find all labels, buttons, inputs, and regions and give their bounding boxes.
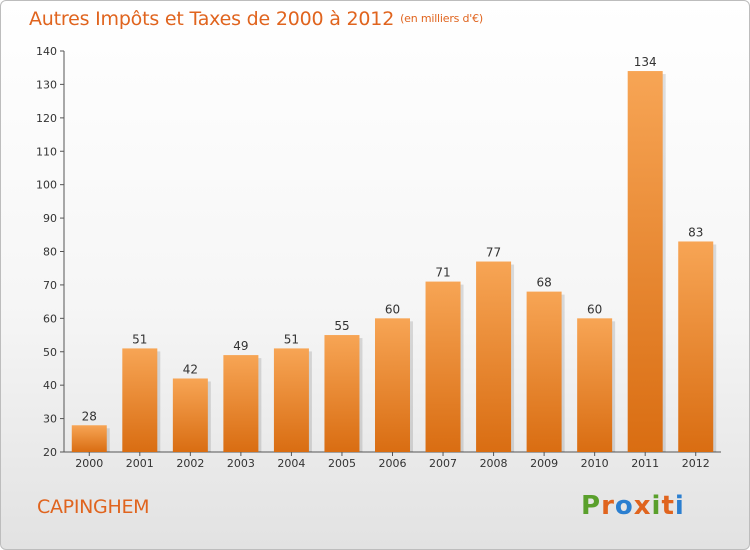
x-tick-label: 2009 bbox=[530, 457, 558, 470]
y-tick-label: 20 bbox=[43, 446, 57, 459]
logo-letter: t bbox=[661, 491, 675, 521]
bar bbox=[122, 348, 158, 452]
bar bbox=[425, 281, 461, 452]
x-tick-label: 2001 bbox=[126, 457, 154, 470]
bar-value-label: 77 bbox=[486, 246, 501, 260]
y-tick-label: 50 bbox=[43, 346, 57, 359]
bar-value-label: 51 bbox=[132, 332, 147, 346]
bar bbox=[172, 378, 208, 452]
bar bbox=[577, 318, 613, 452]
logo-letter: P bbox=[581, 491, 602, 521]
chart-unit: (en milliers d'€) bbox=[400, 12, 483, 25]
logo-letter: x bbox=[633, 491, 652, 521]
x-tick-label: 2008 bbox=[480, 457, 508, 470]
bar-value-label: 49 bbox=[233, 339, 248, 353]
bar-value-label: 60 bbox=[587, 302, 602, 316]
x-tick-label: 2003 bbox=[227, 457, 255, 470]
x-tick-label: 2005 bbox=[328, 457, 356, 470]
logo-letter: r bbox=[601, 491, 615, 521]
x-tick-label: 2011 bbox=[631, 457, 659, 470]
x-tick-label: 2006 bbox=[379, 457, 407, 470]
bar bbox=[223, 355, 259, 452]
bar-value-label: 68 bbox=[536, 276, 551, 290]
x-tick-label: 2010 bbox=[581, 457, 609, 470]
x-tick-label: 2012 bbox=[682, 457, 710, 470]
bar-value-label: 134 bbox=[634, 55, 657, 69]
logo-letter: o bbox=[614, 491, 634, 521]
x-tick-label: 2002 bbox=[176, 457, 204, 470]
y-tick-label: 40 bbox=[43, 379, 57, 392]
chart-labels: 2000 28 2001 51 2002 42 2003 49 2004 51 2005 55 2006… bbox=[75, 55, 709, 470]
y-tick-label: 140 bbox=[36, 45, 57, 58]
bar bbox=[375, 318, 410, 452]
y-tick-label: 60 bbox=[43, 312, 57, 325]
y-tick-label: 30 bbox=[43, 413, 57, 426]
bar bbox=[627, 71, 663, 453]
x-tick-label: 2000 bbox=[75, 457, 103, 470]
bar bbox=[324, 335, 360, 452]
bar bbox=[71, 425, 107, 452]
y-tick-label: 80 bbox=[43, 246, 57, 259]
bar bbox=[476, 261, 512, 452]
y-tick-label: 90 bbox=[43, 212, 57, 225]
commune-name: CAPINGHEM bbox=[37, 496, 150, 518]
logo-letter: i bbox=[651, 491, 662, 521]
chart-title-text: Autres Impôts et Taxes de 2000 à 2012 bbox=[29, 8, 395, 30]
bar-value-label: 83 bbox=[688, 225, 703, 239]
bar-value-label: 55 bbox=[334, 319, 349, 333]
bar-value-label: 28 bbox=[82, 409, 97, 423]
bar bbox=[526, 291, 562, 452]
bar-value-label: 60 bbox=[385, 302, 400, 316]
y-tick-label: 110 bbox=[36, 145, 57, 158]
y-tick-label: 130 bbox=[36, 78, 57, 91]
bar-value-label: 51 bbox=[284, 332, 299, 346]
bar bbox=[273, 348, 309, 452]
logo-letter: i bbox=[674, 491, 685, 521]
y-tick-label: 100 bbox=[36, 179, 57, 192]
bar bbox=[678, 241, 714, 452]
y-tick-label: 120 bbox=[36, 112, 57, 125]
bar-value-label: 42 bbox=[183, 362, 198, 376]
proxiti-logo: Proxiti bbox=[581, 491, 685, 521]
bar-value-label: 71 bbox=[435, 266, 450, 280]
y-tick-label: 70 bbox=[43, 279, 57, 292]
x-tick-label: 2004 bbox=[277, 457, 305, 470]
x-tick-label: 2007 bbox=[429, 457, 457, 470]
chart-bars bbox=[71, 71, 717, 453]
chart-title: Autres Impôts et Taxes de 2000 à 2012 (en… bbox=[29, 8, 483, 30]
